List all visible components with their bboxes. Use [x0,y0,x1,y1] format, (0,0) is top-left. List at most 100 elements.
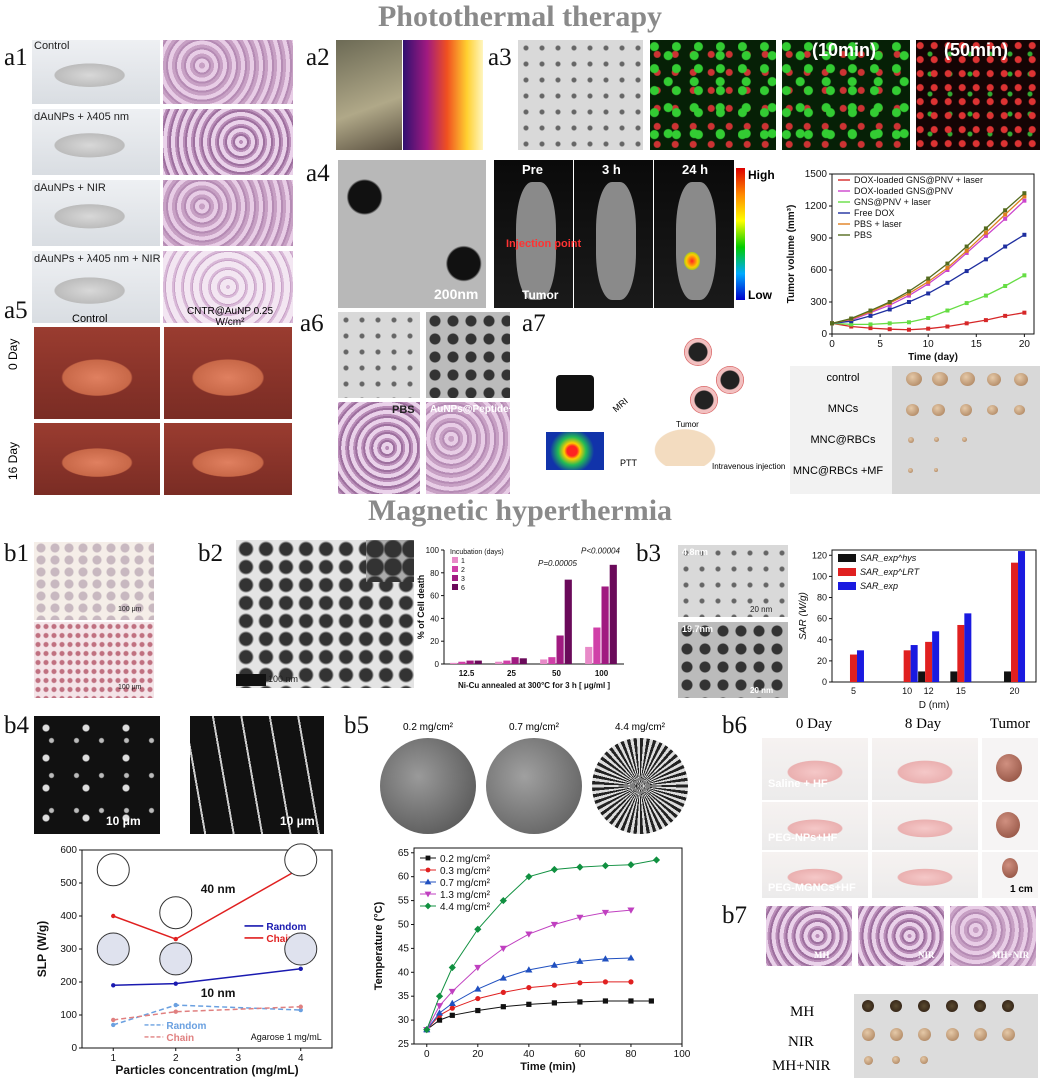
data-point [475,1007,481,1014]
a7-tumor-label: Tumor [676,420,699,429]
x-tick-label: 3 [235,1053,241,1064]
y-axis-label: Tumor volume (mm³) [786,205,797,304]
data-point [945,308,950,313]
data-point [1003,208,1008,213]
y-axis-label: SLP (W/g) [35,921,49,977]
data-point [1003,313,1008,318]
a1-histology-2 [163,109,293,175]
data-point [926,316,931,320]
b6-pegmgncs-0 [762,852,868,898]
chain-inset [159,896,193,930]
bar [910,645,918,682]
b2-tem-image: 100 nm [236,540,414,688]
x-tick-label: 20 [1010,686,1020,696]
panel-label-a3: a3 [488,44,512,71]
data-point [1022,198,1027,203]
a5-row-day16: 16 Day [6,441,20,480]
a5-col-cntr: CNTR@AuNP 0.25 W/cm² [186,306,274,328]
data-point [602,998,609,1004]
y-tick-label: 50 [398,919,410,930]
data-point [849,324,854,329]
y-tick-label: 900 [810,233,827,244]
legend-swatch [452,557,458,563]
y-tick-label: 20 [817,656,827,666]
data-point [627,954,635,961]
a5-control-day0 [34,327,160,419]
data-point [601,909,610,917]
a1-histology-3 [163,180,293,246]
legend-swatch [838,582,856,590]
bar [548,657,556,664]
bar [593,627,601,664]
chart-frame [831,173,1035,335]
legend-label: DOX-loaded GNS@PNV [854,186,953,196]
bar [450,662,458,664]
x-tick-label: 2 [173,1053,179,1064]
b1-cells-top: 100 μm [34,542,154,620]
bar [1018,551,1026,682]
data-point [983,257,988,262]
b6-col-0day: 0 Day [795,716,833,732]
chart-frame [413,847,683,1045]
x-tick-label: 80 [625,1049,637,1060]
chain-inset [284,843,318,877]
a6-label-peptide: AuNPs@Peptide+ L [430,404,524,415]
data-point [475,995,481,1002]
x-axis-label: Ni-Cu annealed at 300°C for 3 h [ μg/ml … [458,681,610,690]
data-point [648,998,654,1004]
bar [474,660,482,664]
x-tick-label: 0 [829,339,835,350]
data-point [1022,273,1027,278]
bar [564,579,572,664]
panel-label-a5: a5 [4,297,28,324]
y-tick-label: 300 [60,944,77,955]
b7-histology-mh-nir: MH+NIR [950,906,1036,966]
data-point [868,322,873,327]
a3-time-10: (10min) [812,40,877,60]
legend-label: 0.3 mg/cm² [440,866,491,877]
data-point [474,964,482,972]
x-tick-label: 4 [298,1053,304,1064]
bar [903,650,911,682]
legend-label: PBS [854,230,872,240]
legend-marker [424,902,432,910]
legend-label: 6 [461,585,465,592]
a5-control-day16 [34,423,160,495]
legend-marker [425,867,431,873]
b6-col-tumor: Tumor [989,716,1031,732]
b1-cells-bottom: 100 μm [34,622,154,698]
x-tick-label: 10 [902,686,912,696]
data-point [887,327,892,332]
y-tick-label: 400 [60,911,77,922]
bar [932,631,940,682]
data-point [945,280,950,285]
a1-row-label-3: dAuNPs + NIR [34,182,106,194]
data-point [550,961,558,968]
a4-tumor-volume-chart: 0 300 600 900 1200 1500 0 5 10 15 20 Time (day) Tumo… [786,169,1035,363]
y-tick-label: 100 [812,571,827,581]
series-line [426,981,631,1030]
legend-label: GNS@PNV + laser [854,197,931,207]
data-point [526,984,532,991]
data-point [887,300,892,304]
a1-row-label-2: dAuNPs + λ405 nm [34,111,130,123]
a3-fluor-0 [650,40,776,150]
legend-label: Chain [266,934,294,945]
a4-scale-bar: 200nm [434,286,479,302]
panel-label-a1: a1 [4,44,28,71]
data-point [298,966,303,971]
data-point [525,931,533,938]
data-point [628,998,634,1004]
b7-histology-nir: NIR [858,906,944,966]
data-point [964,244,969,249]
data-point [1003,284,1008,288]
y-tick-label: 60 [817,614,827,624]
b3-tem-19-7nm: 19.7nm 20 nm [678,622,788,698]
a7-particle-1 [684,338,712,366]
data-point [627,861,635,869]
b3-tem-4-8nm: 4.8nm 20 nm [678,545,788,617]
data-point [111,983,116,988]
a6-histology-pbs [338,402,420,494]
legend-swatch [452,575,458,581]
x-axis-label: Time (min) [520,1061,576,1073]
